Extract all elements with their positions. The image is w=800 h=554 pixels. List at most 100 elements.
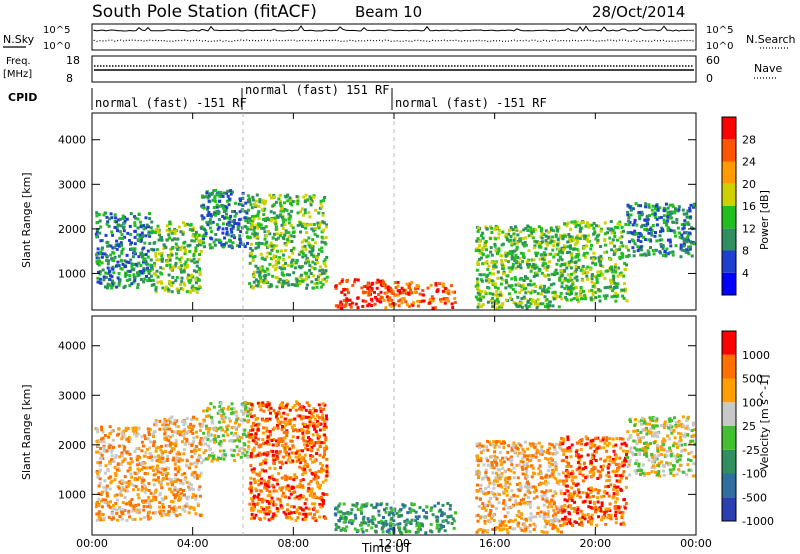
velocity-cell xyxy=(144,466,148,470)
velocity-cell xyxy=(212,405,216,409)
power-cell xyxy=(632,249,636,253)
velocity-cell xyxy=(284,442,288,446)
power-cell xyxy=(154,273,158,277)
power-cell xyxy=(445,290,449,294)
velocity-cell xyxy=(183,421,187,425)
velocity-cell xyxy=(403,519,407,523)
power-cell xyxy=(574,225,578,229)
power-cell xyxy=(532,246,536,250)
power-cell xyxy=(497,249,501,253)
velocity-cell xyxy=(121,460,125,464)
velocity-cell xyxy=(528,502,532,506)
power-cell xyxy=(575,278,579,282)
velocity-cell xyxy=(249,454,253,458)
power-cell xyxy=(497,300,500,304)
power-cell xyxy=(280,271,284,275)
power-cell xyxy=(304,261,307,265)
velocity-cell xyxy=(267,512,271,516)
velocity-cell xyxy=(313,460,317,464)
velocity-cell xyxy=(254,454,258,458)
power-cell xyxy=(183,283,187,287)
velocity-cell xyxy=(546,505,550,509)
power-cell xyxy=(122,286,126,289)
velocity-cell xyxy=(502,460,506,464)
velocity-cell xyxy=(392,519,396,522)
nave-tick-bottom: 0 xyxy=(706,72,713,85)
power-cell xyxy=(635,231,639,235)
velocity-cell xyxy=(164,444,168,448)
velocity-cell xyxy=(249,414,253,418)
velocity-cell xyxy=(119,493,123,497)
velocity-cell xyxy=(514,444,518,448)
velocity-cell xyxy=(544,456,548,460)
power-cell xyxy=(137,273,141,277)
power-cell xyxy=(547,230,551,234)
velocity-cell xyxy=(138,476,141,480)
power-cell xyxy=(501,242,505,246)
power-cell xyxy=(274,222,278,226)
power-cell xyxy=(385,291,389,295)
velocity-cell xyxy=(178,457,182,461)
power-cell xyxy=(233,222,237,225)
velocity-cell xyxy=(132,484,136,487)
power-cell xyxy=(104,271,108,275)
velocity-cell xyxy=(271,515,275,519)
velocity-cell xyxy=(158,505,162,509)
power-cell xyxy=(197,239,201,243)
velocity-cell xyxy=(262,403,266,407)
power-cell xyxy=(389,288,393,292)
power-cell xyxy=(231,225,235,228)
velocity-cell xyxy=(497,445,501,449)
velocity-cell xyxy=(405,518,409,522)
power-cell xyxy=(317,211,321,215)
power-cell xyxy=(181,230,185,234)
power-cell xyxy=(136,283,140,287)
velocity-cell xyxy=(193,451,197,455)
power-cell xyxy=(504,251,508,255)
velocity-cell xyxy=(554,464,558,468)
velocity-cell xyxy=(520,513,524,517)
velocity-cell xyxy=(182,448,186,452)
power-cell xyxy=(644,202,648,206)
velocity-cell xyxy=(182,493,186,497)
velocity-cell xyxy=(219,439,223,443)
velocity-cell xyxy=(377,509,381,513)
velocity-cell xyxy=(176,450,180,454)
power-cell xyxy=(170,290,174,294)
power-cell xyxy=(241,203,245,207)
velocity-cell xyxy=(163,495,167,499)
power-cell xyxy=(105,240,109,244)
power-cell xyxy=(481,295,485,299)
power-cell xyxy=(123,221,127,225)
velocity-cell xyxy=(111,438,115,442)
power-cell xyxy=(613,294,616,298)
velocity-cell xyxy=(122,488,126,492)
velocity-cell xyxy=(184,504,188,508)
power-cell xyxy=(277,258,280,262)
power-cell xyxy=(353,278,357,282)
power-cell xyxy=(251,221,255,225)
power-cell xyxy=(540,240,544,244)
power-cell xyxy=(183,263,187,266)
velocity-cell xyxy=(219,426,223,430)
power-cell xyxy=(277,280,281,284)
velocity-cell xyxy=(308,493,312,497)
velocity-cell xyxy=(302,415,306,418)
velocity-cell xyxy=(109,444,113,448)
velocity-cell xyxy=(263,516,267,520)
power-cell xyxy=(476,260,480,264)
velocity-cell xyxy=(504,504,508,507)
velocity-cell xyxy=(308,441,312,445)
power-cell xyxy=(583,297,587,301)
velocity-cell xyxy=(275,412,279,416)
power-cell xyxy=(246,221,250,224)
velocity-cell xyxy=(304,439,308,443)
velocity-cell xyxy=(177,467,181,471)
velocity-cell xyxy=(170,483,174,487)
power-cell xyxy=(382,298,386,302)
velocity-cell xyxy=(152,478,156,482)
velocity-cell xyxy=(410,502,414,506)
power-cell xyxy=(145,223,149,227)
velocity-cell xyxy=(208,427,212,430)
power-cell xyxy=(160,281,164,285)
